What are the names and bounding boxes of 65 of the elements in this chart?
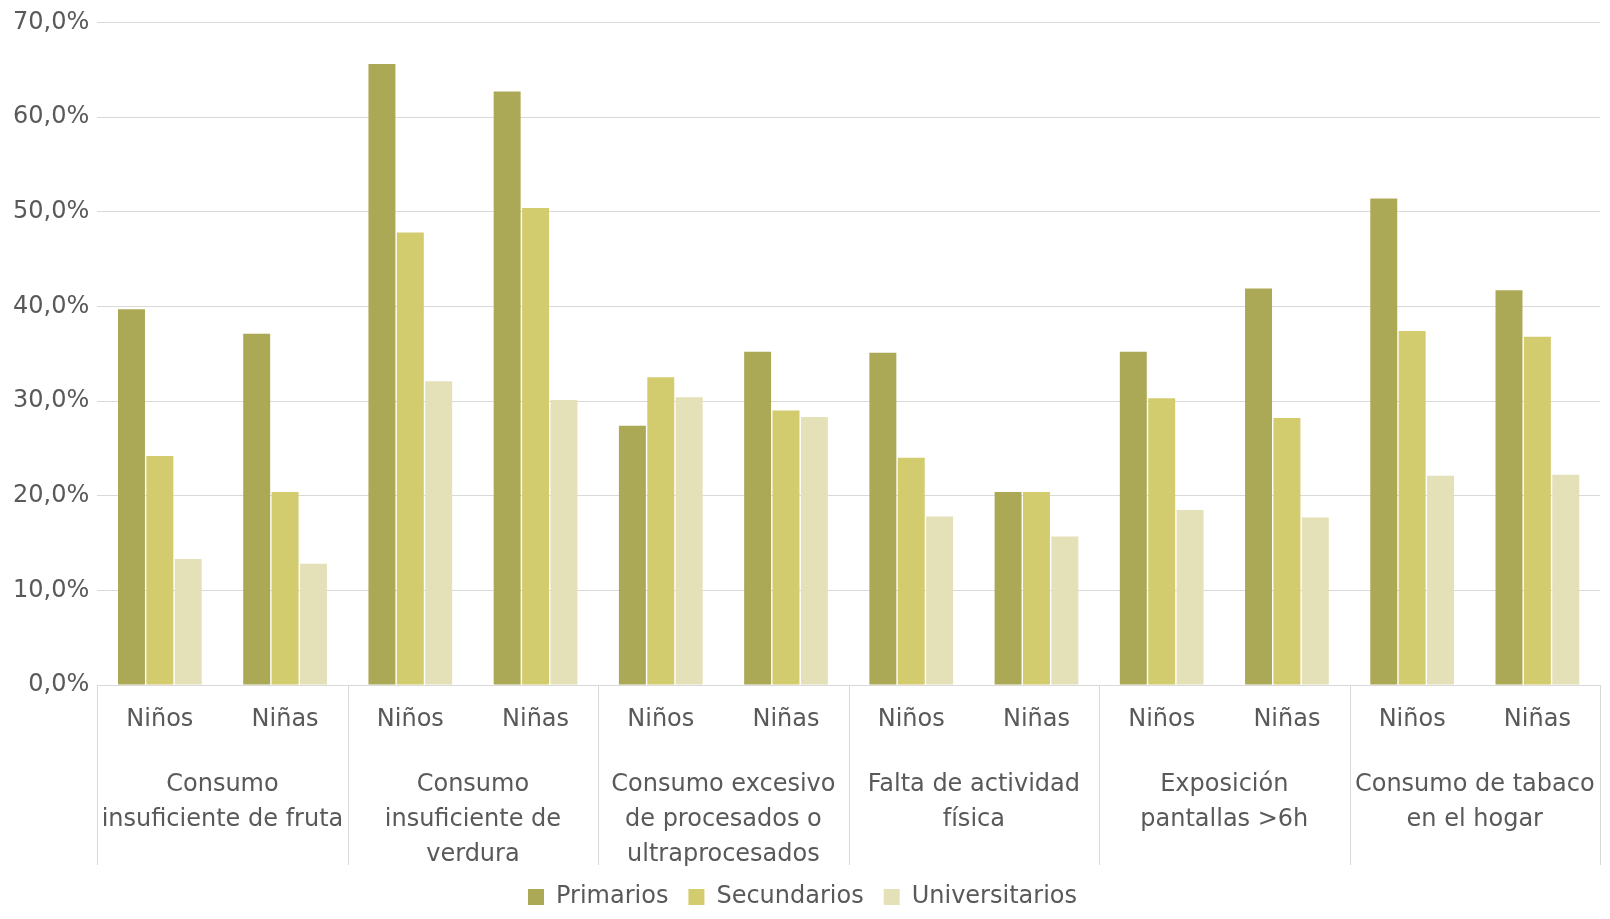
bar [1176,509,1204,685]
bar [493,91,521,685]
bar [1427,475,1455,685]
bar [1022,491,1050,685]
x-tick-label: Niñas [502,703,570,732]
x-tick-label: Niños [1128,703,1196,732]
text: Consumo insuficiente de verdura [384,769,562,868]
y-tick-label: 70,0% [12,6,90,35]
x-tick-label: Niñas [1503,703,1571,732]
bar [146,455,174,685]
bar [1051,536,1079,685]
bar [1301,517,1329,685]
bar [1552,474,1580,685]
bar [299,563,327,685]
x-tick-label: Niños [627,703,695,732]
bar [396,232,424,685]
bar [1245,288,1273,685]
bar [1523,336,1551,685]
bar [174,559,202,685]
x-tick-label: Niñas [752,703,820,732]
legend-label: Universitarios [911,881,1077,910]
text: Falta de actividad física [867,769,1081,833]
bar [522,207,550,685]
bar [772,410,800,685]
y-tick-label: 30,0% [12,385,90,414]
x-tick-label: Niños [126,703,194,732]
x-tick-label: Niños [877,703,945,732]
bar [744,351,772,685]
text: Exposición pantallas >6h [1140,769,1309,833]
x-tick-label: Niñas [1002,703,1070,732]
bar [1370,198,1398,685]
y-tick-label: 0,0% [28,669,90,698]
bar [994,491,1022,685]
bar [618,425,646,685]
bar [243,333,271,685]
legend-label: Secundarios [716,881,864,910]
y-tick-label: 60,0% [12,101,90,130]
bar [1148,398,1176,685]
text: Consumo excesivo de procesados o ultraprocesados [611,769,836,868]
x-tick-label: Niñas [251,703,319,732]
bar [271,491,299,685]
y-tick-label: 40,0% [12,290,90,319]
y-tick-label: 10,0% [12,574,90,603]
text: Consumo de tabaco en el hogar [1354,769,1595,833]
bar [1273,418,1301,685]
bar [117,309,145,685]
bar [1398,330,1426,685]
text: Consumo insuficiente de fruta [101,769,344,833]
legend-label: Primarios [556,881,669,910]
x-tick-label: Niñas [1253,703,1321,732]
x-tick-label: Niños [376,703,444,732]
bar [1119,351,1147,685]
bar [869,352,897,685]
bar [1495,290,1523,685]
bar [800,417,828,685]
bar [550,400,578,685]
bar [425,381,453,685]
bar [897,457,925,685]
bar [368,64,396,685]
bar [926,516,954,685]
x-tick-label: Niños [1378,703,1446,732]
bar [675,397,703,685]
y-tick-label: 20,0% [12,479,90,508]
y-tick-label: 50,0% [12,195,90,224]
bar [647,377,675,685]
